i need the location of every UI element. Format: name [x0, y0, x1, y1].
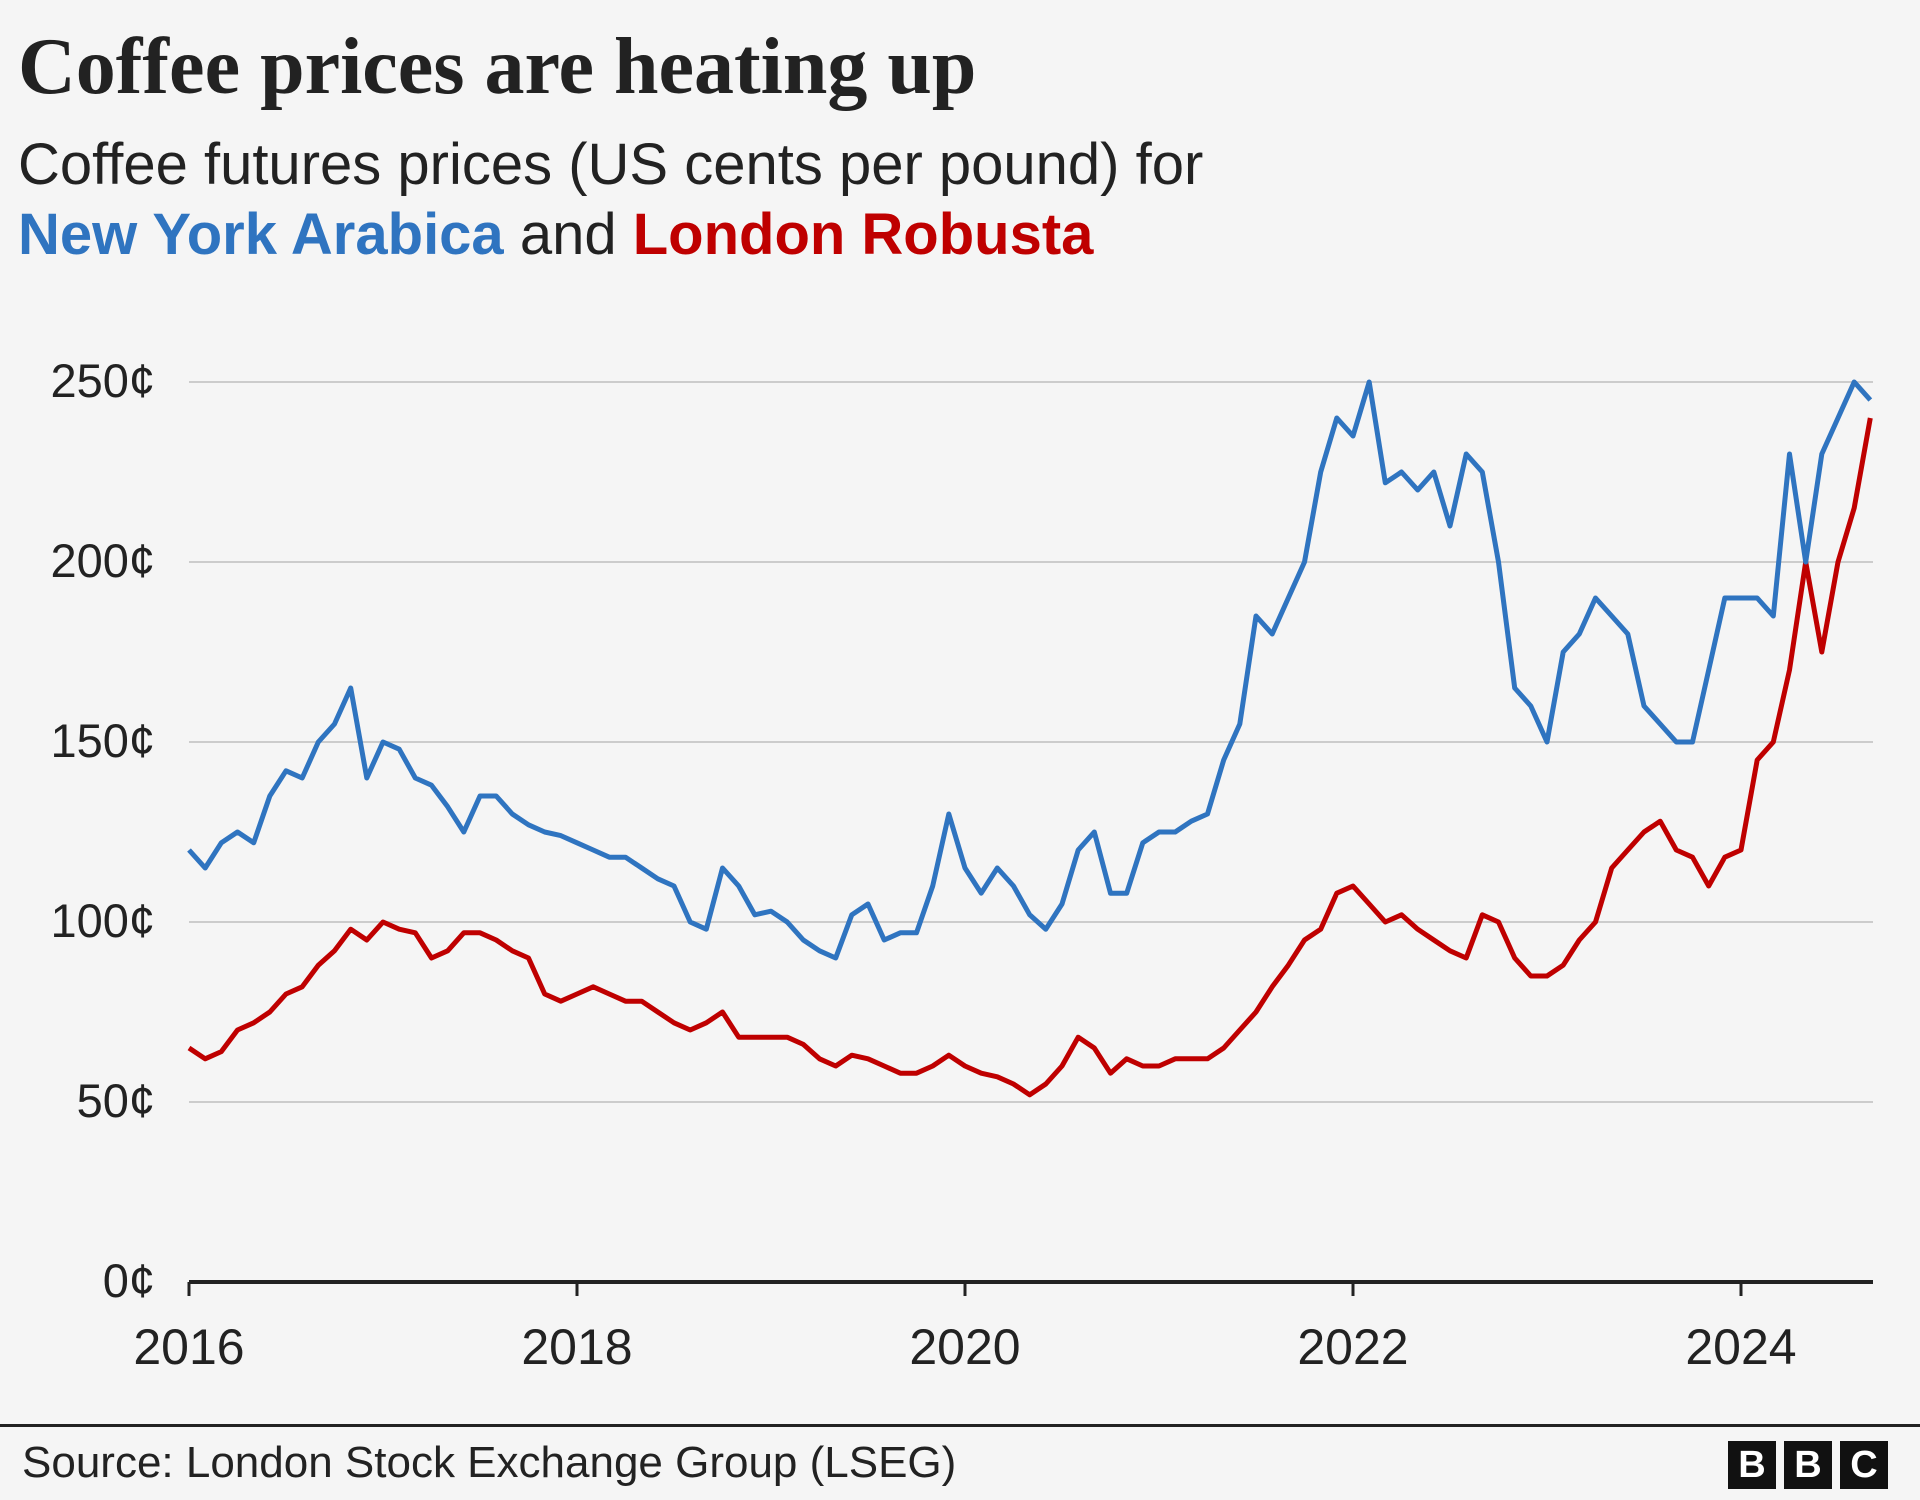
subtitle-line1: Coffee futures prices (US cents per poun… [18, 132, 1204, 197]
x-tick-label: 2024 [1685, 1319, 1796, 1375]
x-tick-label: 2020 [909, 1319, 1020, 1375]
chart-title: Coffee prices are heating up [18, 23, 977, 111]
x-tick-label: 2022 [1297, 1319, 1408, 1375]
x-tick-label: 2016 [133, 1319, 244, 1375]
legend-arabica: New York Arabica [18, 202, 504, 267]
chart-subtitle: Coffee futures prices (US cents per poun… [18, 130, 1203, 270]
y-tick-label: 50¢ [77, 1074, 155, 1127]
subtitle-and: and [519, 202, 617, 267]
y-tick-label: 100¢ [50, 894, 155, 947]
footer-divider [0, 1424, 1920, 1427]
bbc-logo: B B C [1728, 1441, 1888, 1489]
y-tick-label: 0¢ [103, 1254, 155, 1307]
y-tick-label: 250¢ [50, 354, 155, 407]
y-tick-label: 200¢ [50, 534, 155, 587]
series-line-new-york-arabica [187, 379, 1873, 961]
x-tick-label: 2018 [521, 1319, 632, 1375]
logo-letter: B [1728, 1441, 1776, 1489]
logo-letter: C [1840, 1441, 1888, 1489]
series-line-london-robusta [187, 417, 1873, 1098]
y-tick-label: 150¢ [50, 714, 155, 767]
legend-robusta: London Robusta [632, 202, 1094, 267]
source-note: Source: London Stock Exchange Group (LSE… [22, 1438, 957, 1487]
logo-letter: B [1784, 1441, 1832, 1489]
